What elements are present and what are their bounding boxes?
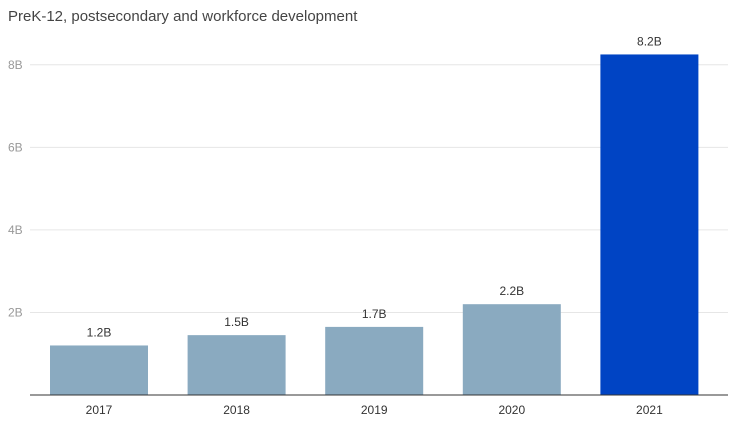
data-label: 1.5B <box>224 315 249 329</box>
bar-2020 <box>462 304 561 395</box>
x-tick-label: 2018 <box>223 403 250 417</box>
data-label: 2.2B <box>499 284 524 298</box>
y-tick-label: 6B <box>8 140 23 154</box>
x-tick-label: 2020 <box>498 403 525 417</box>
y-tick-label: 4B <box>8 223 23 237</box>
data-label: 8.2B <box>637 34 662 48</box>
x-tick-label: 2021 <box>636 403 663 417</box>
bar-2017 <box>50 345 148 395</box>
y-tick-label: 8B <box>8 58 23 72</box>
bar-2021 <box>600 54 699 396</box>
y-tick-label: 2B <box>8 305 23 319</box>
chart-title: PreK-12, postsecondary and workforce dev… <box>8 8 358 25</box>
x-tick-label: 2017 <box>86 403 113 417</box>
data-label: 1.7B <box>362 307 387 321</box>
x-tick-label: 2019 <box>361 403 388 417</box>
data-label: 1.2B <box>87 325 112 339</box>
bar-2019 <box>325 326 424 395</box>
bar-2018 <box>187 335 286 395</box>
